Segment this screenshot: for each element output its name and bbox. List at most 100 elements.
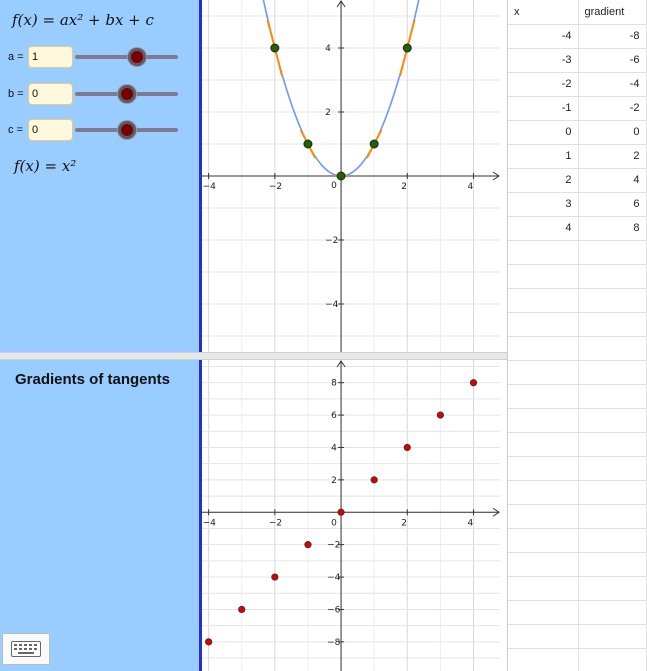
cell-gradient[interactable]: -2	[578, 96, 647, 121]
slider-b-knob[interactable]	[117, 85, 136, 103]
slider-a-input[interactable]: 1	[28, 46, 73, 68]
cell-gradient[interactable]: 6	[578, 192, 647, 217]
cell-x[interactable]: 3	[508, 192, 579, 217]
y-tick-label: −4	[325, 300, 339, 310]
gradient-point	[304, 541, 312, 549]
cell-empty[interactable]	[578, 264, 647, 289]
cell-x[interactable]: -1	[508, 96, 579, 121]
cell-empty[interactable]	[578, 288, 647, 313]
cell-x[interactable]: -2	[508, 72, 579, 97]
cell-empty[interactable]	[578, 480, 647, 505]
cell-empty[interactable]	[508, 528, 579, 553]
slider-c[interactable]: c = 0	[8, 118, 188, 142]
cell-empty[interactable]	[578, 528, 647, 553]
lower-panel	[0, 360, 199, 671]
cell-gradient[interactable]: 8	[578, 216, 647, 241]
table-row-empty	[508, 504, 647, 529]
panel-divider-vertical[interactable]	[199, 0, 202, 671]
cell-empty[interactable]	[578, 504, 647, 529]
slider-a-knob[interactable]	[127, 48, 146, 66]
spreadsheet-view[interactable]: x gradient -4 -8 -3 -6 -2 -4 -1 -2 0 0 1 2 2 4 3 6 4 8	[507, 0, 647, 671]
graphics-view-1[interactable]: −4 −2 0 2 4 −4 −2 2 4	[202, 0, 500, 352]
table-row: -2 -4	[508, 72, 647, 97]
cell-empty[interactable]	[578, 600, 647, 625]
cell-empty[interactable]	[578, 648, 647, 671]
cell-empty[interactable]	[578, 408, 647, 433]
table-row-empty	[508, 312, 647, 337]
cell-empty[interactable]	[578, 384, 647, 409]
cell-empty[interactable]	[508, 624, 579, 649]
cell-empty[interactable]	[508, 576, 579, 601]
cell-empty[interactable]	[578, 576, 647, 601]
header-x[interactable]: x	[508, 0, 579, 25]
y-tick-label: 2	[331, 476, 337, 486]
gradient-graph[interactable]: −4 −2 0 2 4 8 6 4 2 −2 −4 −6 −8	[202, 360, 500, 671]
cell-empty[interactable]	[578, 552, 647, 577]
cell-empty[interactable]	[508, 600, 579, 625]
cell-empty[interactable]	[508, 504, 579, 529]
cell-empty[interactable]	[508, 288, 579, 313]
cell-empty[interactable]	[508, 360, 579, 385]
y-tick-label: −8	[327, 638, 341, 648]
cell-gradient[interactable]: 2	[578, 144, 647, 169]
cell-empty[interactable]	[508, 456, 579, 481]
x-tick-label: 2	[401, 182, 407, 192]
cell-gradient[interactable]: 0	[578, 120, 647, 145]
cell-empty[interactable]	[578, 336, 647, 361]
cell-gradient[interactable]: -8	[578, 24, 647, 49]
cell-empty[interactable]	[508, 552, 579, 577]
cell-x[interactable]: 4	[508, 216, 579, 241]
cell-empty[interactable]	[508, 432, 579, 457]
slider-a-track[interactable]	[75, 55, 178, 59]
cell-empty[interactable]	[508, 480, 579, 505]
slider-b[interactable]: b = 0	[8, 82, 188, 106]
cell-empty[interactable]	[578, 240, 647, 265]
cell-empty[interactable]	[508, 384, 579, 409]
cell-empty[interactable]	[578, 456, 647, 481]
x-tick-label: −4	[203, 182, 217, 192]
cell-empty[interactable]	[578, 312, 647, 337]
cell-gradient[interactable]: -6	[578, 48, 647, 73]
graphics-view-2[interactable]: −4 −2 0 2 4 8 6 4 2 −2 −4 −6 −8	[202, 360, 500, 671]
slider-a[interactable]: a = 1	[8, 45, 188, 69]
algebra-panel: f(x) = ax² + bx + c a = 1 b = 0 c = 0 f(…	[0, 0, 199, 352]
slider-b-input[interactable]: 0	[28, 83, 73, 105]
y-tick-label: −6	[327, 605, 341, 615]
cell-x[interactable]: -4	[508, 24, 579, 49]
slider-c-input[interactable]: 0	[28, 119, 73, 141]
header-gradient[interactable]: gradient	[578, 0, 647, 25]
cell-empty[interactable]	[578, 360, 647, 385]
cell-empty[interactable]	[508, 648, 579, 671]
current-formula: f(x) = x²	[14, 157, 77, 175]
cell-gradient[interactable]: -4	[578, 72, 647, 97]
x-tick-label: −4	[203, 518, 217, 528]
tangent-point	[402, 43, 412, 53]
x-tick-label: 0	[331, 518, 337, 528]
y-tick-label: 4	[331, 443, 337, 453]
slider-c-knob[interactable]	[117, 121, 136, 139]
cell-empty[interactable]	[578, 432, 647, 457]
cell-x[interactable]: 1	[508, 144, 579, 169]
cell-empty[interactable]	[508, 264, 579, 289]
keyboard-button[interactable]	[2, 633, 50, 665]
cell-x[interactable]: 0	[508, 120, 579, 145]
table-row-empty	[508, 264, 647, 289]
panel-divider-horizontal[interactable]	[0, 352, 507, 360]
keyboard-icon	[11, 641, 41, 657]
table-row-empty	[508, 648, 647, 671]
cell-empty[interactable]	[508, 312, 579, 337]
table-row-empty	[508, 576, 647, 601]
cell-x[interactable]: 2	[508, 168, 579, 193]
cell-gradient[interactable]: 4	[578, 168, 647, 193]
cell-empty[interactable]	[578, 624, 647, 649]
cell-empty[interactable]	[508, 240, 579, 265]
cell-empty[interactable]	[508, 336, 579, 361]
tangent-point	[270, 43, 280, 53]
function-graph[interactable]: −4 −2 0 2 4 −4 −2 2 4	[202, 0, 500, 352]
cell-x[interactable]: -3	[508, 48, 579, 73]
cell-empty[interactable]	[508, 408, 579, 433]
